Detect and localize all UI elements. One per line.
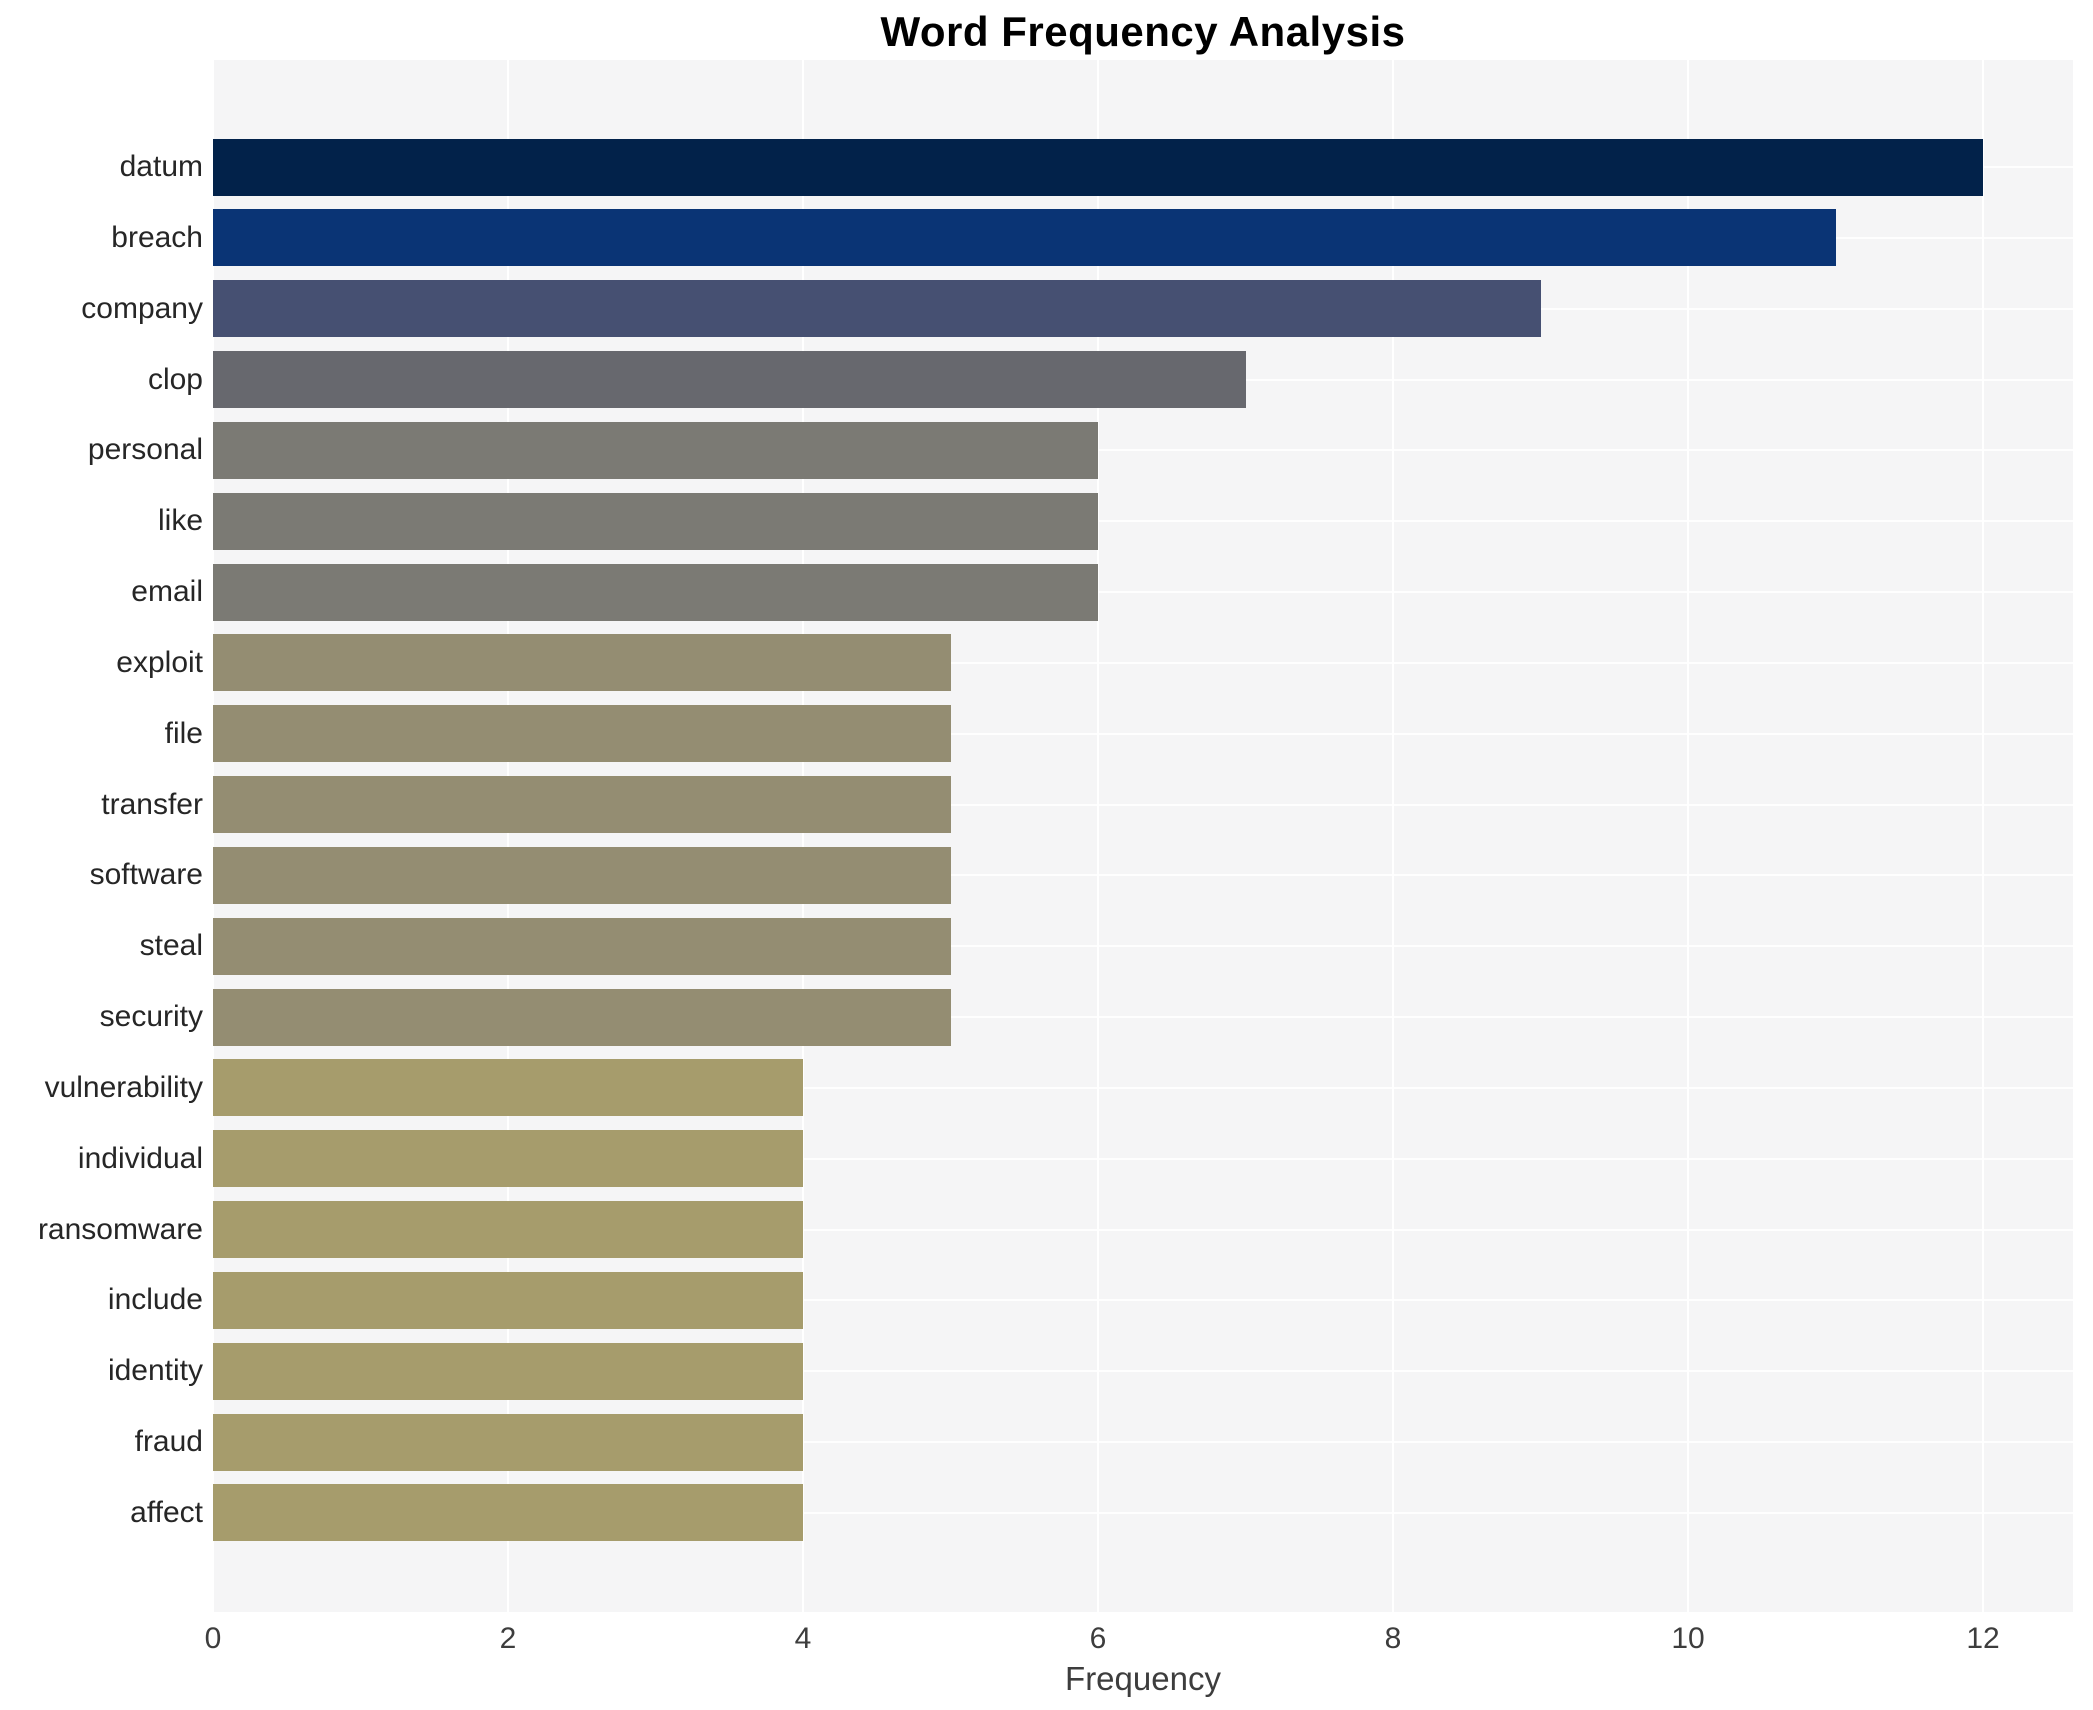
bar-vulnerability [213, 1059, 803, 1117]
h-gridline [213, 1228, 2073, 1231]
h-gridline [213, 803, 2073, 806]
y-label-include: include [107, 1283, 203, 1317]
y-label-exploit: exploit [116, 645, 203, 679]
x-tick-6: 6 [1089, 1622, 1107, 1655]
bar-transfer [213, 776, 951, 834]
y-label-breach: breach [111, 220, 203, 254]
bar-file [213, 705, 951, 763]
chart-title: Word Frequency Analysis [880, 8, 1406, 55]
h-gridline [213, 1370, 2073, 1373]
y-label-clop: clop [147, 362, 203, 396]
h-gridline [213, 1086, 2073, 1089]
h-gridline [213, 874, 2073, 877]
bar-datum [213, 138, 1984, 196]
bar-software [213, 846, 951, 904]
y-label-ransomware: ransomware [37, 1212, 203, 1246]
bar-clop [213, 351, 1246, 409]
y-label-transfer: transfer [101, 787, 203, 821]
h-gridline [213, 732, 2073, 735]
bar-personal [213, 421, 1098, 479]
v-gridline-12 [1982, 60, 1985, 1612]
bar-like [213, 492, 1098, 550]
v-gridline-4 [802, 60, 804, 1612]
y-label-personal: personal [87, 433, 203, 467]
v-gridline-8 [1392, 60, 1395, 1612]
v-gridline-6 [1097, 60, 1099, 1612]
y-label-like: like [157, 504, 203, 538]
x-tick-8: 8 [1384, 1622, 1402, 1655]
h-gridline [213, 945, 2073, 948]
h-gridline [213, 1511, 2073, 1514]
x-tick-4: 4 [794, 1622, 812, 1655]
y-label-email: email [131, 575, 203, 609]
x-tick-10: 10 [1671, 1622, 1705, 1655]
plot-area [212, 60, 2073, 1612]
bar-identity [213, 1342, 803, 1400]
y-label-fraud: fraud [134, 1425, 203, 1459]
y-label-datum: datum [119, 150, 203, 183]
h-gridline [213, 1299, 2073, 1302]
y-label-security: security [99, 1000, 203, 1034]
h-gridline [213, 661, 2073, 664]
bar-email [213, 563, 1098, 621]
h-gridline [213, 1016, 2073, 1019]
h-gridline [213, 520, 2073, 523]
v-gridline-0 [212, 60, 214, 1612]
bar-affect [213, 1484, 803, 1542]
bar-individual [213, 1130, 803, 1188]
v-gridline-10 [1687, 60, 1690, 1612]
y-label-software: software [89, 858, 203, 892]
h-gridline [213, 1157, 2073, 1160]
v-gridline-2 [507, 60, 509, 1612]
y-label-identity: identity [107, 1354, 203, 1388]
x-tick-12: 12 [1966, 1622, 2000, 1655]
bar-fraud [213, 1413, 803, 1471]
y-label-individual: individual [77, 1141, 203, 1175]
y-label-steal: steal [139, 929, 203, 963]
x-tick-2: 2 [499, 1622, 517, 1655]
h-gridline [213, 449, 2073, 452]
x-tick-0: 0 [204, 1622, 222, 1655]
y-label-file: file [164, 716, 203, 750]
x-axis-title: Frequency [1065, 1660, 1221, 1697]
y-label-company: company [81, 291, 203, 325]
h-gridline [213, 1441, 2073, 1444]
bar-ransomware [213, 1201, 803, 1259]
bar-breach [213, 209, 1836, 267]
bar-include [213, 1271, 803, 1329]
h-gridline [213, 591, 2073, 594]
bar-company [213, 280, 1541, 338]
bar-steal [213, 917, 951, 975]
y-label-vulnerability: vulnerability [44, 1070, 203, 1104]
bar-exploit [213, 634, 951, 692]
bar-security [213, 988, 951, 1046]
y-label-affect: affect [130, 1495, 203, 1529]
